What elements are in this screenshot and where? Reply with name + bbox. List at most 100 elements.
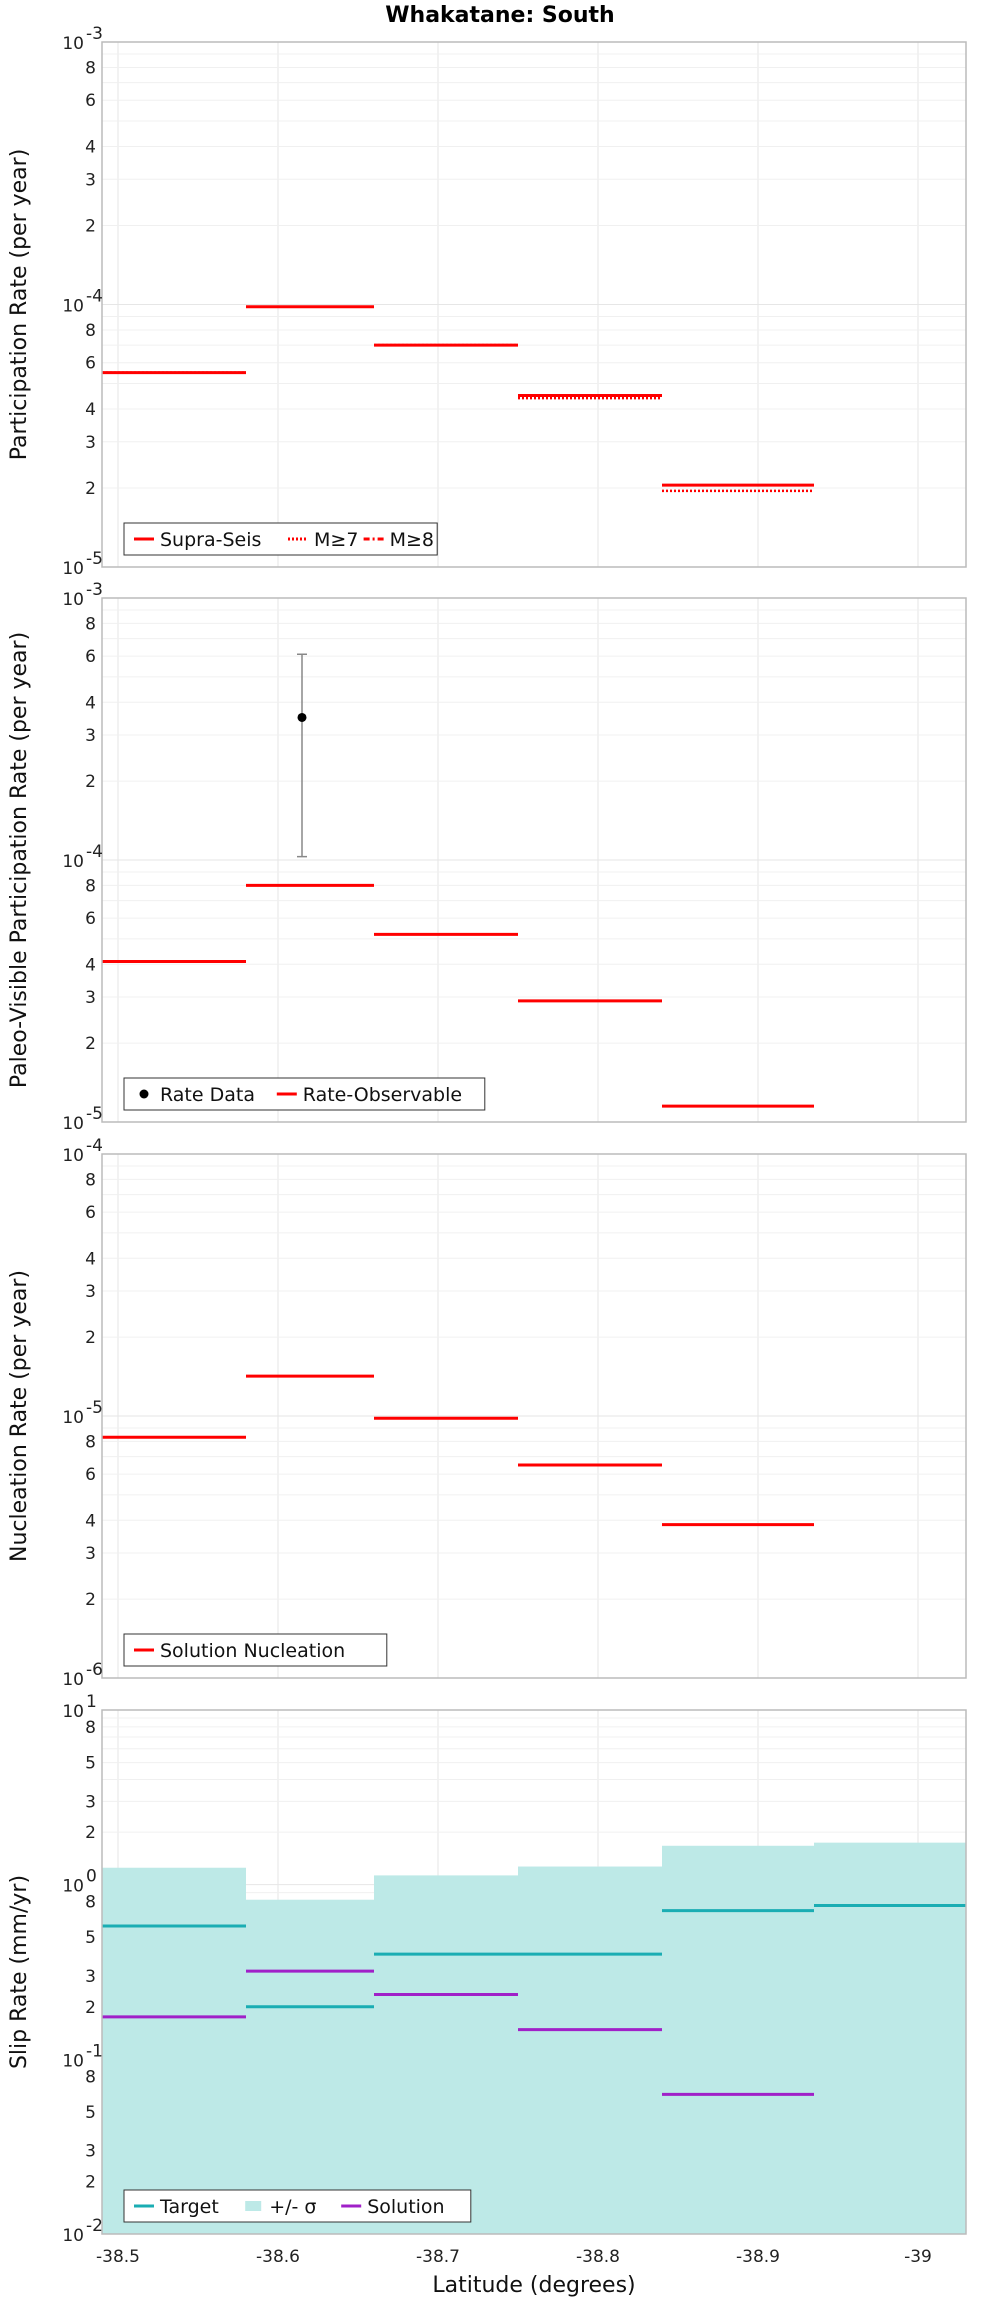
x-tick-label: -38.5 bbox=[96, 2247, 140, 2267]
legend-box bbox=[123, 1077, 486, 1111]
y-minor-label: 8 bbox=[85, 58, 96, 78]
sigma-band bbox=[518, 1866, 662, 2234]
sigma-band bbox=[814, 1842, 966, 2234]
legend-box bbox=[123, 522, 438, 556]
y-minor-label: 8 bbox=[85, 321, 96, 341]
legend-swatch bbox=[245, 2201, 262, 2211]
y-minor-label: 3 bbox=[85, 1544, 96, 1564]
y-decade-exponent: -5 bbox=[86, 1398, 103, 1418]
plot-frame bbox=[101, 1153, 967, 1679]
y-decade-exponent: -1 bbox=[86, 2041, 103, 2061]
plot-frame bbox=[101, 41, 967, 568]
y-minor-label: 8 bbox=[85, 2067, 96, 2087]
y-minor-label: 6 bbox=[85, 1203, 96, 1223]
y-minor-label: 8 bbox=[85, 876, 96, 896]
legend-marker bbox=[139, 1089, 149, 1099]
x-tick-label: -39 bbox=[904, 2247, 932, 2267]
legend-label: M≥8 bbox=[390, 529, 434, 551]
legend-box bbox=[123, 1633, 388, 1667]
y-decade-label: 10 bbox=[62, 1670, 84, 1690]
y-decade-label: 10 bbox=[62, 34, 84, 54]
y-axis-label: Nucleation Rate (per year) bbox=[7, 1270, 32, 1562]
legend-label: M≥7 bbox=[314, 529, 358, 551]
y-decade-label: 10 bbox=[62, 1877, 84, 1897]
y-minor-label: 6 bbox=[85, 1465, 96, 1485]
sigma-band bbox=[102, 1867, 246, 2234]
y-minor-label: 4 bbox=[85, 1249, 96, 1269]
y-decade-label: 10 bbox=[62, 590, 84, 610]
y-decade-exponent: -4 bbox=[86, 842, 103, 862]
y-decade-exponent: -5 bbox=[86, 549, 103, 569]
y-minor-label: 2 bbox=[85, 1590, 96, 1610]
y-minor-label: 2 bbox=[85, 1998, 96, 2018]
y-decade-label: 10 bbox=[62, 2051, 84, 2071]
y-minor-label: 6 bbox=[85, 354, 96, 374]
y-minor-label: 2 bbox=[85, 479, 96, 499]
y-minor-label: 3 bbox=[85, 988, 96, 1008]
y-decade-exponent: -2 bbox=[86, 2216, 103, 2236]
y-minor-label: 2 bbox=[85, 772, 96, 792]
y-minor-label: 6 bbox=[85, 91, 96, 111]
y-minor-label: 5 bbox=[85, 2103, 96, 2123]
y-minor-label: 8 bbox=[85, 1718, 96, 1738]
legend-label: Rate-Observable bbox=[303, 1084, 462, 1106]
legend: Supra-Seis M≥7 M≥8 bbox=[123, 522, 438, 556]
y-axis-label: Participation Rate (per year) bbox=[7, 149, 32, 461]
figure-title: Whakatane: South bbox=[385, 3, 614, 28]
y-minor-label: 3 bbox=[85, 1282, 96, 1302]
plot-frame bbox=[101, 597, 967, 1123]
legend: Solution Nucleation bbox=[123, 1633, 388, 1667]
legend-label: Supra-Seis bbox=[160, 529, 261, 551]
y-decade-label: 10 bbox=[62, 1702, 84, 1722]
legend: Target +/- σ Solution bbox=[123, 2189, 472, 2223]
legend-label: Solution bbox=[367, 2196, 444, 2218]
y-minor-label: 3 bbox=[85, 1792, 96, 1812]
sigma-band bbox=[246, 1899, 374, 2234]
rate-data-point bbox=[297, 712, 307, 722]
legend-label: Rate Data bbox=[160, 1084, 255, 1106]
y-minor-label: 3 bbox=[85, 2142, 96, 2162]
y-decade-exponent: -4 bbox=[86, 1136, 103, 1156]
y-minor-label: 2 bbox=[85, 216, 96, 236]
sigma-band bbox=[374, 1875, 518, 2234]
legend-label: Solution Nucleation bbox=[160, 1640, 345, 1662]
legend: Rate Data Rate-Observable bbox=[123, 1077, 486, 1111]
y-minor-label: 2 bbox=[85, 1328, 96, 1348]
x-tick-label: -38.6 bbox=[256, 2247, 300, 2267]
y-minor-label: 3 bbox=[85, 726, 96, 746]
y-decade-exponent: -3 bbox=[86, 580, 103, 600]
y-decade-label: 10 bbox=[62, 852, 84, 872]
x-axis-label: Latitude (degrees) bbox=[432, 2273, 635, 2298]
y-decade-label: 10 bbox=[62, 1146, 84, 1166]
legend-label: +/- σ bbox=[269, 2196, 316, 2218]
y-axis-label: Paleo-Visible Participation Rate (per ye… bbox=[7, 632, 32, 1088]
y-minor-label: 6 bbox=[85, 909, 96, 929]
legend-box bbox=[123, 2189, 472, 2223]
y-minor-label: 5 bbox=[85, 1754, 96, 1774]
y-minor-label: 8 bbox=[85, 1432, 96, 1452]
sigma-band bbox=[662, 1845, 814, 2234]
y-minor-label: 6 bbox=[85, 647, 96, 667]
y-decade-exponent: -6 bbox=[86, 1660, 103, 1680]
x-tick-label: -38.9 bbox=[736, 2247, 780, 2267]
y-minor-label: 3 bbox=[85, 1967, 96, 1987]
x-tick-label: -38.8 bbox=[576, 2247, 620, 2267]
y-minor-label: 3 bbox=[85, 170, 96, 190]
y-minor-label: 8 bbox=[85, 1170, 96, 1190]
y-minor-label: 2 bbox=[85, 1034, 96, 1054]
y-minor-label: 4 bbox=[85, 137, 96, 157]
y-minor-label: 2 bbox=[85, 2172, 96, 2192]
y-decade-label: 10 bbox=[62, 2226, 84, 2246]
y-minor-label: 8 bbox=[85, 614, 96, 634]
y-minor-label: 2 bbox=[85, 1823, 96, 1843]
y-decade-label: 10 bbox=[62, 559, 84, 579]
y-decade-label: 10 bbox=[62, 1408, 84, 1428]
x-tick-label: -38.7 bbox=[416, 2247, 460, 2267]
y-decade-exponent: 0 bbox=[86, 1867, 97, 1887]
y-minor-label: 5 bbox=[85, 1928, 96, 1948]
legend-label: Target bbox=[159, 2196, 219, 2218]
